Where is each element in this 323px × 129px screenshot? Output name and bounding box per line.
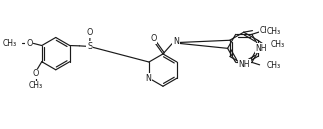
Text: CH₃: CH₃ <box>2 39 16 48</box>
Text: NH: NH <box>255 44 267 53</box>
Text: CH₃: CH₃ <box>266 27 281 36</box>
Text: O: O <box>87 28 93 37</box>
Text: O: O <box>26 39 33 48</box>
Text: S: S <box>87 42 92 51</box>
Text: CH₃: CH₃ <box>29 81 43 90</box>
Text: O: O <box>33 69 39 78</box>
Text: NH: NH <box>239 60 250 69</box>
Text: CH₃: CH₃ <box>259 26 274 35</box>
Text: N: N <box>145 74 151 83</box>
Text: CH₃: CH₃ <box>266 61 281 70</box>
Text: CH₃: CH₃ <box>271 40 285 49</box>
Text: N: N <box>173 37 179 46</box>
Text: O: O <box>151 34 157 43</box>
